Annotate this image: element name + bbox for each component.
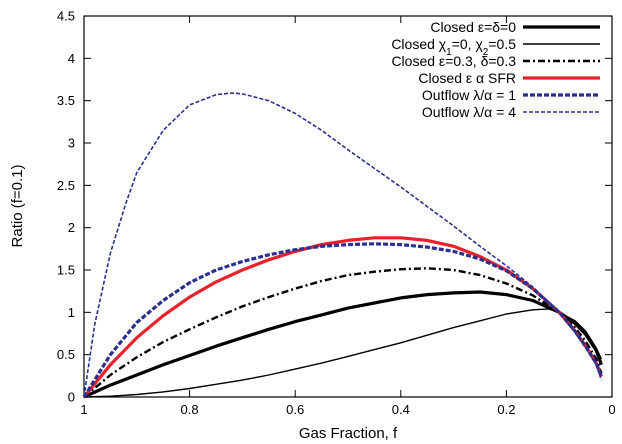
legend-label-4: Closed ε α SFR: [418, 70, 516, 86]
series-line-6: [83, 92, 603, 398]
x-tick-label: 0.4: [392, 402, 410, 417]
y-tick-label: 2: [68, 220, 75, 235]
y-tick-label: 3: [68, 136, 75, 151]
y-tick-label: 2.5: [57, 178, 75, 193]
tick-marks: [83, 15, 613, 398]
y-tick-label: 4.5: [57, 9, 75, 24]
x-tick-label: 0: [608, 402, 615, 417]
y-tick-label: 3.5: [57, 93, 75, 108]
series-line-1: [83, 290, 603, 399]
x-tick-label: 1: [80, 402, 87, 417]
legend-label-3: Closed ε=0.3, δ=0.3: [391, 53, 516, 69]
legend-label-part: 1: [446, 47, 452, 58]
series-lines: [82, 92, 603, 399]
series-line-4: [82, 236, 603, 399]
legend-label-6: Outflow λ/α = 4: [422, 104, 516, 120]
series-line-5: [82, 242, 603, 398]
legend-label-5: Outflow λ/α = 1: [422, 87, 516, 103]
y-tick-label: 0.5: [57, 347, 75, 362]
y-tick-label: 1: [68, 305, 75, 320]
y-axis-label: Ratio (f=0.1): [9, 165, 26, 248]
legend-label-1: Closed ε=δ=0: [430, 19, 516, 35]
y-tick-label: 1.5: [57, 263, 75, 278]
legend-label-2: Closed χ1=0, χ2=0.5: [391, 36, 516, 58]
y-tick-label: 4: [68, 51, 75, 66]
legend-label-part: 2: [483, 47, 489, 58]
legend-label-part: =0.5: [488, 36, 516, 52]
x-axis-label: Gas Fraction, f: [299, 425, 398, 442]
legend-label-part: =0, χ: [452, 36, 484, 52]
y-tick-label: 0: [68, 390, 75, 405]
x-tick-label: 0.2: [497, 402, 515, 417]
plot-frame: [83, 15, 613, 398]
series-line-3: [83, 267, 603, 398]
legend-label-part: Closed χ: [391, 36, 446, 52]
x-tick-label: 0.6: [286, 402, 304, 417]
x-tick-label: 0.8: [181, 402, 199, 417]
series-line-2: [83, 308, 603, 398]
tick-labels: 1 0.8 0.6 0.4 0.2 0 0 0.5 1 1.5 2 2.5 3 3.5 4 4.5: [57, 9, 616, 418]
